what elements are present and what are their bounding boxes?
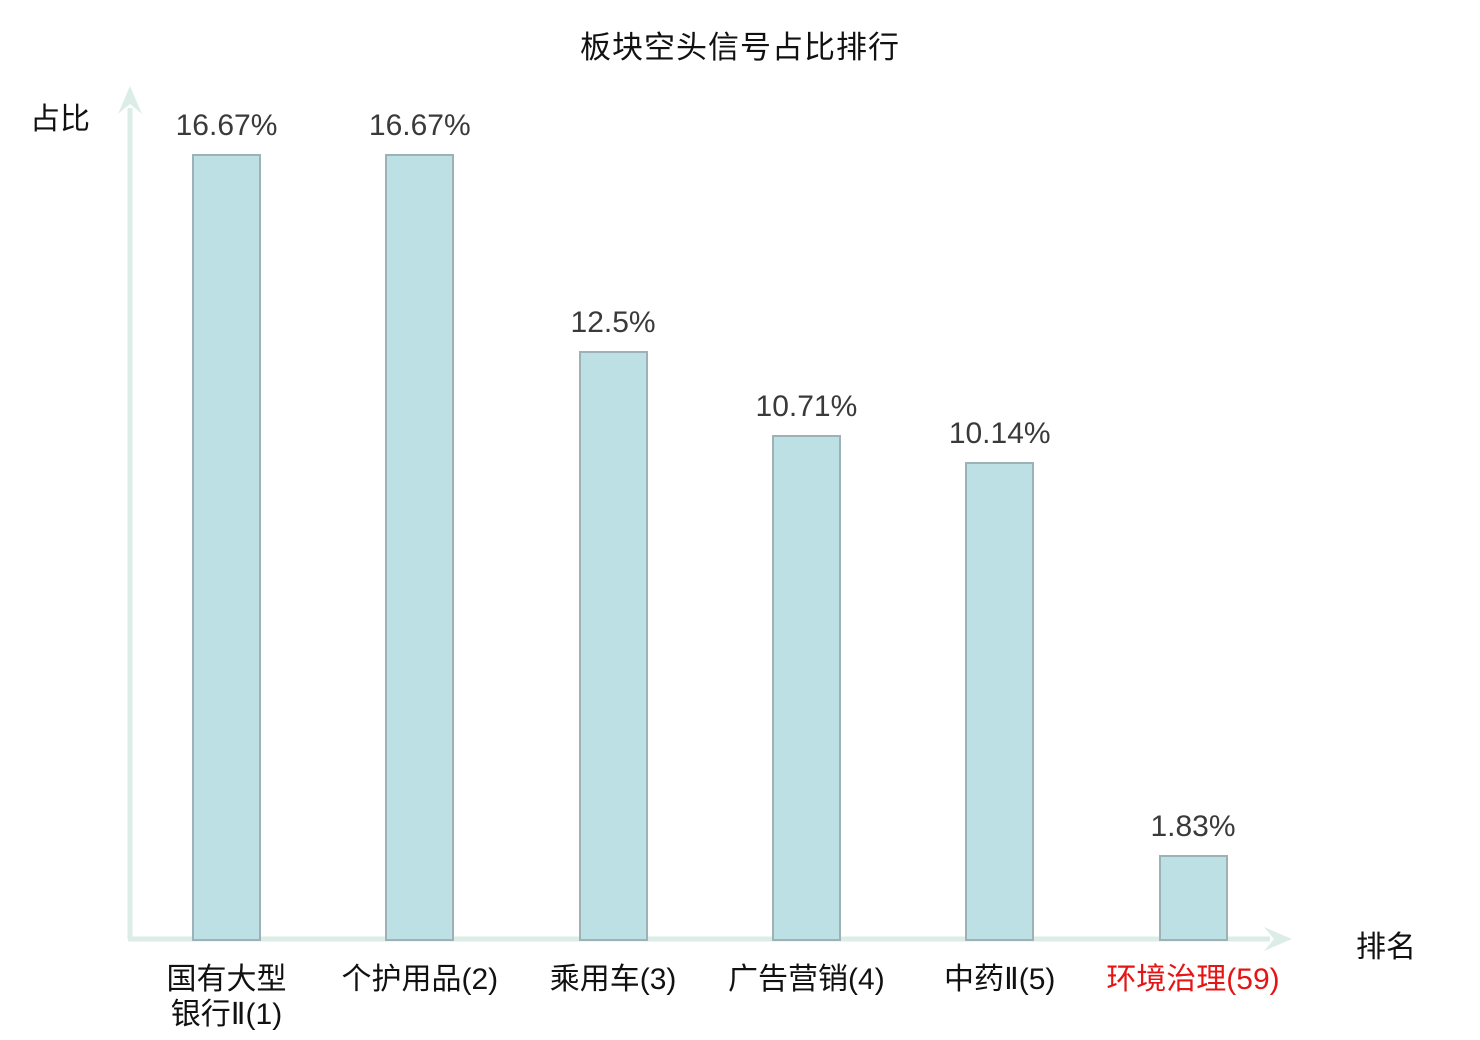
- bar-value-label-6: 1.83%: [1150, 810, 1236, 843]
- category-label-4: 广告营销(4): [728, 963, 885, 996]
- x-axis-arrow-icon: [1264, 927, 1292, 951]
- bar-6: [1158, 855, 1228, 941]
- y-axis-arrow-icon: [118, 86, 142, 114]
- bar-value-label-4: 10.71%: [755, 390, 858, 423]
- bar-4: [771, 435, 841, 941]
- bar-2: [385, 154, 455, 941]
- bar-value-label-2: 16.67%: [368, 109, 471, 142]
- category-label-2: 个护用品(2): [341, 963, 499, 996]
- category-label-5: 中药Ⅱ(5): [943, 963, 1056, 996]
- bar-value-label-5: 10.14%: [948, 417, 1051, 450]
- category-label-1: 国有大型 银行Ⅱ(1): [166, 963, 287, 1032]
- bar-5: [965, 462, 1035, 941]
- bar-value-label-1: 16.67%: [175, 109, 278, 142]
- bar-3: [578, 351, 648, 941]
- bar-1: [192, 154, 261, 941]
- bar-value-label-3: 12.5%: [570, 306, 656, 339]
- category-label-3: 乘用车(3): [549, 963, 677, 996]
- category-label-6: 环境治理(59): [1106, 963, 1280, 996]
- y-axis-label: 占比: [30, 103, 90, 136]
- x-axis-label: 排名: [1356, 931, 1416, 964]
- chart-title: 板块空头信号占比排行: [580, 30, 900, 65]
